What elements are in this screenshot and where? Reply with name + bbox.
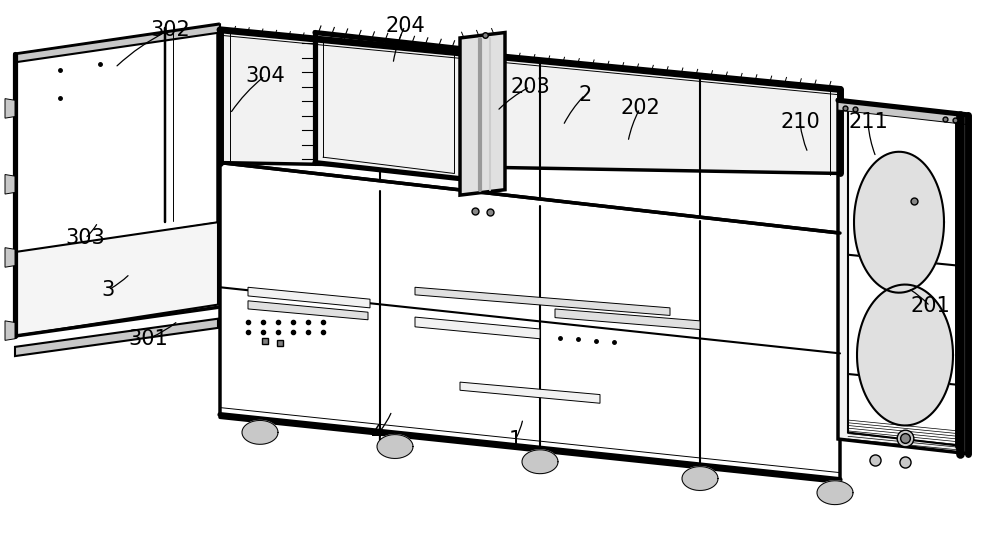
Polygon shape	[5, 248, 15, 267]
Polygon shape	[460, 33, 505, 195]
Polygon shape	[838, 100, 968, 125]
Polygon shape	[248, 287, 370, 308]
Polygon shape	[15, 24, 220, 62]
Polygon shape	[315, 33, 462, 179]
Text: 211: 211	[848, 112, 888, 132]
Polygon shape	[838, 100, 968, 454]
Polygon shape	[522, 450, 558, 474]
Text: 201: 201	[910, 296, 950, 316]
Polygon shape	[5, 99, 15, 118]
Text: 303: 303	[65, 229, 105, 248]
Polygon shape	[248, 301, 368, 320]
Text: 204: 204	[385, 16, 425, 36]
Text: 3: 3	[101, 280, 115, 300]
Polygon shape	[854, 152, 944, 293]
Polygon shape	[15, 24, 218, 255]
Text: 304: 304	[245, 66, 285, 86]
Polygon shape	[15, 319, 218, 356]
Text: 4: 4	[371, 424, 385, 443]
Polygon shape	[220, 163, 840, 480]
Polygon shape	[5, 321, 15, 340]
Polygon shape	[857, 285, 953, 425]
Text: 301: 301	[128, 329, 168, 349]
Polygon shape	[5, 175, 15, 194]
Polygon shape	[817, 481, 853, 505]
Polygon shape	[555, 309, 700, 330]
Text: 203: 203	[510, 77, 550, 96]
Text: 1: 1	[508, 430, 522, 450]
Polygon shape	[848, 107, 958, 446]
Polygon shape	[377, 435, 413, 459]
Text: 202: 202	[620, 99, 660, 118]
Polygon shape	[682, 467, 718, 491]
Text: 2: 2	[578, 85, 592, 105]
Polygon shape	[460, 382, 600, 403]
Polygon shape	[15, 222, 218, 336]
Polygon shape	[220, 30, 840, 173]
Polygon shape	[242, 421, 278, 444]
Polygon shape	[415, 287, 670, 315]
Polygon shape	[415, 317, 540, 339]
Text: 302: 302	[150, 20, 190, 40]
Text: 210: 210	[780, 112, 820, 132]
